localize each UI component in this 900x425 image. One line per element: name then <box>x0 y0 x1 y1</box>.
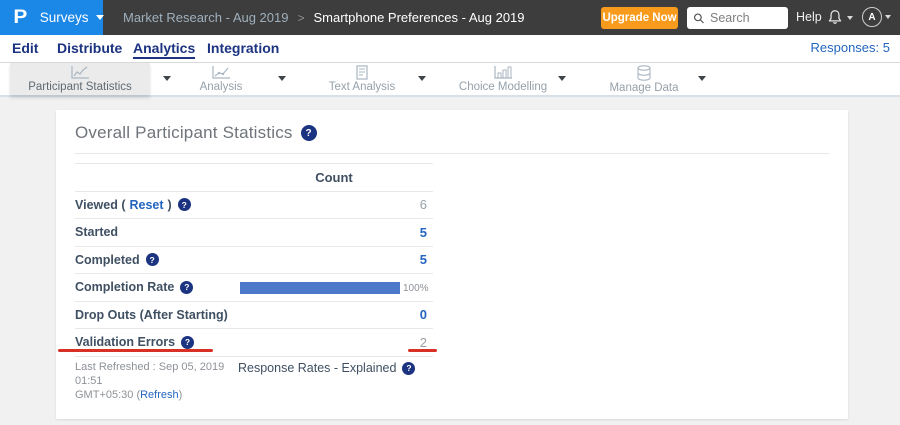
tab-participant-statistics[interactable]: Participant Statistics <box>10 63 150 95</box>
tab-label: Manage Data <box>609 81 679 94</box>
tab-label: Choice Modelling <box>458 81 548 93</box>
viewed-count: 6 <box>419 197 427 213</box>
upgrade-now-button[interactable]: Upgrade Now <box>601 7 678 29</box>
table-row-validation-errors: Validation Errors ? 2 <box>75 329 433 357</box>
completion-rate-percent: 100% <box>403 283 429 294</box>
last-refreshed-text: Last Refreshed : Sep 05, 2019 01:51 GMT+… <box>75 361 225 401</box>
surveys-menu-label: Surveys <box>39 10 89 25</box>
nav-item-integration[interactable]: Integration <box>207 40 280 56</box>
validation-errors-count: 2 <box>419 334 427 350</box>
table-row-started: Started 5 <box>75 219 433 247</box>
help-icon[interactable]: ? <box>145 253 159 267</box>
chevron-down-icon <box>847 15 853 20</box>
search-icon <box>693 12 704 23</box>
choice-modelling-dropdown-caret[interactable] <box>558 76 566 81</box>
help-icon[interactable]: ? <box>181 335 195 349</box>
search-input[interactable] <box>710 11 782 25</box>
bell-icon <box>828 10 842 24</box>
breadcrumb-separator-icon: > <box>297 10 305 25</box>
row-label: Completion Rate ? <box>75 280 194 294</box>
table-row-drop-outs: Drop Outs (After Starting) 0 <box>75 302 433 329</box>
row-label: Completed ? <box>75 253 159 267</box>
reset-link[interactable]: Reset <box>129 197 164 212</box>
row-label: Started <box>75 225 119 240</box>
participant-statistics-table: Count Viewed ( Reset ) ? 6 Started 5 Com… <box>75 163 433 357</box>
help-icon[interactable]: ? <box>402 361 416 375</box>
search-box[interactable] <box>687 7 788 29</box>
section-nav: Edit Distribute Analytics Integration Re… <box>0 35 900 63</box>
nav-item-distribute[interactable]: Distribute <box>57 40 123 56</box>
breadcrumb-parent[interactable]: Market Research - Aug 2019 <box>123 10 289 25</box>
chevron-down-icon <box>885 15 891 19</box>
bar-chart-icon <box>494 66 512 79</box>
row-label: Viewed ( Reset ) ? <box>75 198 191 212</box>
analysis-dropdown-caret[interactable] <box>278 76 286 81</box>
brand-logo: P <box>13 6 28 28</box>
help-link[interactable]: Help <box>796 10 822 24</box>
help-icon[interactable]: ? <box>177 198 191 212</box>
count-column-header: Count <box>315 169 353 185</box>
manage-data-dropdown-caret[interactable] <box>698 76 706 81</box>
surveys-menu[interactable]: P Surveys <box>0 0 105 35</box>
annotation-underline-value <box>408 349 437 352</box>
nav-item-edit[interactable]: Edit <box>12 40 39 56</box>
responses-count[interactable]: Responses: 5 <box>810 40 891 55</box>
divider <box>75 153 829 154</box>
completed-count: 5 <box>419 252 427 268</box>
annotation-underline-validation-errors <box>58 349 213 352</box>
response-rates-explained: Response Rates - Explained ? <box>238 361 416 375</box>
table-row-viewed: Viewed ( Reset ) ? 6 <box>75 192 433 219</box>
chevron-down-icon <box>96 15 105 20</box>
account-menu[interactable]: A <box>862 7 891 27</box>
drop-outs-count: 0 <box>419 307 427 323</box>
notifications-button[interactable] <box>826 8 853 27</box>
document-icon <box>356 65 368 80</box>
page-title: Overall Participant Statistics ? <box>75 123 317 143</box>
breadcrumb-current: Smartphone Preferences - Aug 2019 <box>313 10 525 25</box>
breadcrumb: Market Research - Aug 2019 > Smartphone … <box>123 0 525 35</box>
refresh-link[interactable]: Refresh <box>140 389 179 401</box>
table-row-completion-rate: Completion Rate ? 100% <box>75 274 433 302</box>
completion-bar-fill <box>240 282 400 294</box>
top-navbar: P Surveys Market Research - Aug 2019 > S… <box>0 0 900 35</box>
nav-item-analytics[interactable]: Analytics <box>133 35 196 62</box>
database-icon <box>637 64 651 81</box>
tab-text-analysis[interactable]: Text Analysis <box>292 63 432 95</box>
tab-label: Analysis <box>199 81 243 93</box>
text-analysis-dropdown-caret[interactable] <box>418 76 426 81</box>
participant-statistics-dropdown-caret[interactable] <box>163 76 171 81</box>
line-chart-icon <box>71 66 89 79</box>
help-icon[interactable]: ? <box>180 280 194 294</box>
completion-rate-bar <box>240 282 400 294</box>
analysis-chart-icon <box>212 66 230 79</box>
tab-analysis[interactable]: Analysis <box>151 63 291 95</box>
table-row-completed: Completed ? 5 <box>75 247 433 274</box>
started-count: 5 <box>419 224 427 240</box>
tab-manage-data[interactable]: Manage Data <box>574 63 714 95</box>
analytics-toolbar: Participant Statistics Analysis Text Ana… <box>0 63 900 97</box>
tab-label: Text Analysis <box>328 81 396 93</box>
avatar: A <box>862 7 882 27</box>
table-header-row: Count <box>75 164 433 192</box>
help-icon[interactable]: ? <box>300 125 317 141</box>
row-label: Drop Outs (After Starting) <box>75 307 228 322</box>
row-label: Validation Errors ? <box>75 335 195 349</box>
overall-statistics-card: Overall Participant Statistics ? Count V… <box>56 110 848 419</box>
tab-label: Participant Statistics <box>28 81 132 93</box>
tab-choice-modelling[interactable]: Choice Modelling <box>433 63 573 95</box>
